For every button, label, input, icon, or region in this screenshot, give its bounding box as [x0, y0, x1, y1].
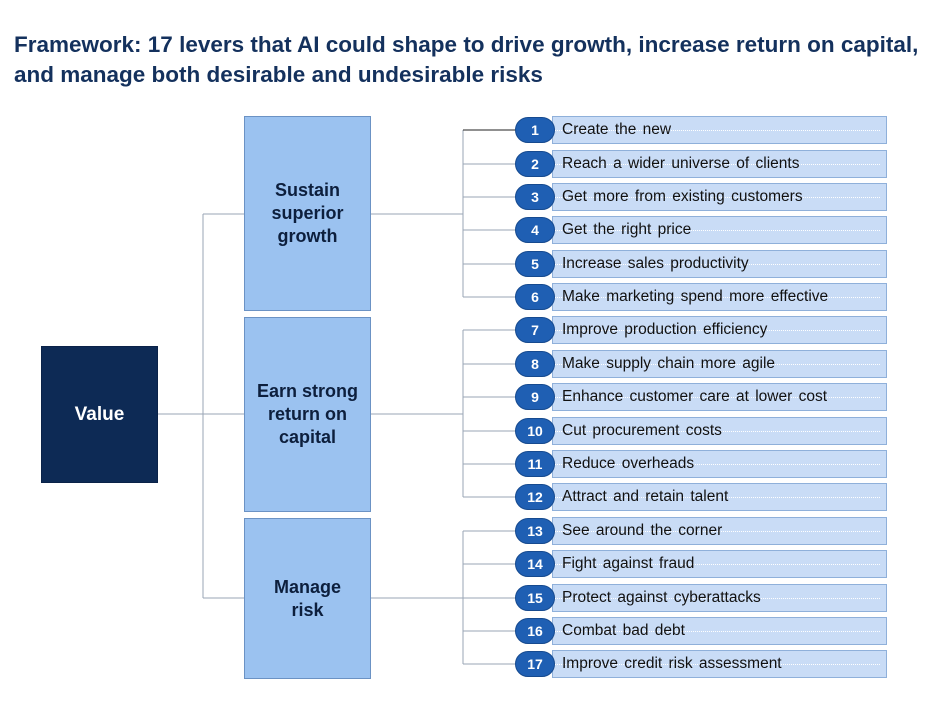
lever-label: Increase sales productivity — [562, 255, 749, 272]
lever-bar: Get more from existing customers — [552, 183, 887, 211]
lever-bar: Make marketing spend more effective — [552, 283, 887, 311]
lever-label: Create the new — [562, 121, 672, 138]
lever-bar: See around the corner — [552, 517, 887, 545]
lever-number-badge: 11 — [515, 451, 555, 477]
lever-label: Reduce overheads — [562, 455, 695, 472]
lever-label: Improve production efficiency — [562, 321, 768, 338]
category-label: Earn strong return on capital — [256, 381, 358, 447]
lever-number-badge: 13 — [515, 518, 555, 544]
lever-bar: Improve production efficiency — [552, 316, 887, 344]
lever-bar: Cut procurement costs — [552, 417, 887, 445]
lever-label: Cut procurement costs — [562, 422, 722, 439]
value-node: Value — [41, 346, 158, 483]
lever-number-badge: 10 — [515, 418, 555, 444]
lever-number-badge: 15 — [515, 585, 555, 611]
category-capital: Earn strong return on capital — [244, 317, 371, 512]
category-label: Sustain superior growth — [271, 180, 344, 246]
lever-number-badge: 1 — [515, 117, 555, 143]
lever-label: Attract and retain talent — [562, 488, 729, 505]
lever-number-badge: 4 — [515, 217, 555, 243]
lever-label: Make marketing spend more effective — [562, 288, 829, 305]
lever-label: Improve credit risk assessment — [562, 655, 782, 672]
lever-number-badge: 5 — [515, 251, 555, 277]
lever-bar: Combat bad debt — [552, 617, 887, 645]
lever-bar: Get the right price — [552, 216, 887, 244]
lever-bar: Increase sales productivity — [552, 250, 887, 278]
lever-label: Combat bad debt — [562, 622, 685, 639]
lever-label: Get the right price — [562, 221, 692, 238]
lever-bar: Improve credit risk assessment — [552, 650, 887, 678]
lever-label: Reach a wider universe of clients — [562, 155, 800, 172]
page-title: Framework: 17 levers that AI could shape… — [14, 32, 919, 87]
lever-bar: Reach a wider universe of clients — [552, 150, 887, 178]
lever-number-badge: 12 — [515, 484, 555, 510]
lever-label: Protect against cyberattacks — [562, 589, 761, 606]
lever-bar: Attract and retain talent — [552, 483, 887, 511]
lever-number-badge: 8 — [515, 351, 555, 377]
lever-label: See around the corner — [562, 522, 723, 539]
lever-bar: Fight against fraud — [552, 550, 887, 578]
lever-number-badge: 6 — [515, 284, 555, 310]
capital-connector — [371, 329, 515, 498]
lever-number-badge: 17 — [515, 651, 555, 677]
lever-bar: Enhance customer care at lower cost — [552, 383, 887, 411]
lever-number-badge: 7 — [515, 317, 555, 343]
category-risk: Manage risk — [244, 518, 371, 679]
lever-label: Fight against fraud — [562, 555, 695, 572]
lever-number-badge: 16 — [515, 618, 555, 644]
lever-number-badge: 3 — [515, 184, 555, 210]
lever-bar: Protect against cyberattacks — [552, 584, 887, 612]
growth-connector — [371, 129, 515, 298]
lever-number-badge: 2 — [515, 151, 555, 177]
category-label: Manage risk — [273, 576, 342, 620]
risk-connector — [371, 530, 515, 665]
lever-label: Enhance customer care at lower cost — [562, 388, 828, 405]
root-connector — [158, 213, 244, 599]
lever-bar: Reduce overheads — [552, 450, 887, 478]
value-label: Value — [74, 403, 125, 425]
lever-number-badge: 14 — [515, 551, 555, 577]
lever-bar: Make supply chain more agile — [552, 350, 887, 378]
lever-number-badge: 9 — [515, 384, 555, 410]
lever-label: Get more from existing customers — [562, 188, 803, 205]
lever-label: Make supply chain more agile — [562, 355, 776, 372]
lever-bar: Create the new — [552, 116, 887, 144]
category-growth: Sustain superior growth — [244, 116, 371, 311]
